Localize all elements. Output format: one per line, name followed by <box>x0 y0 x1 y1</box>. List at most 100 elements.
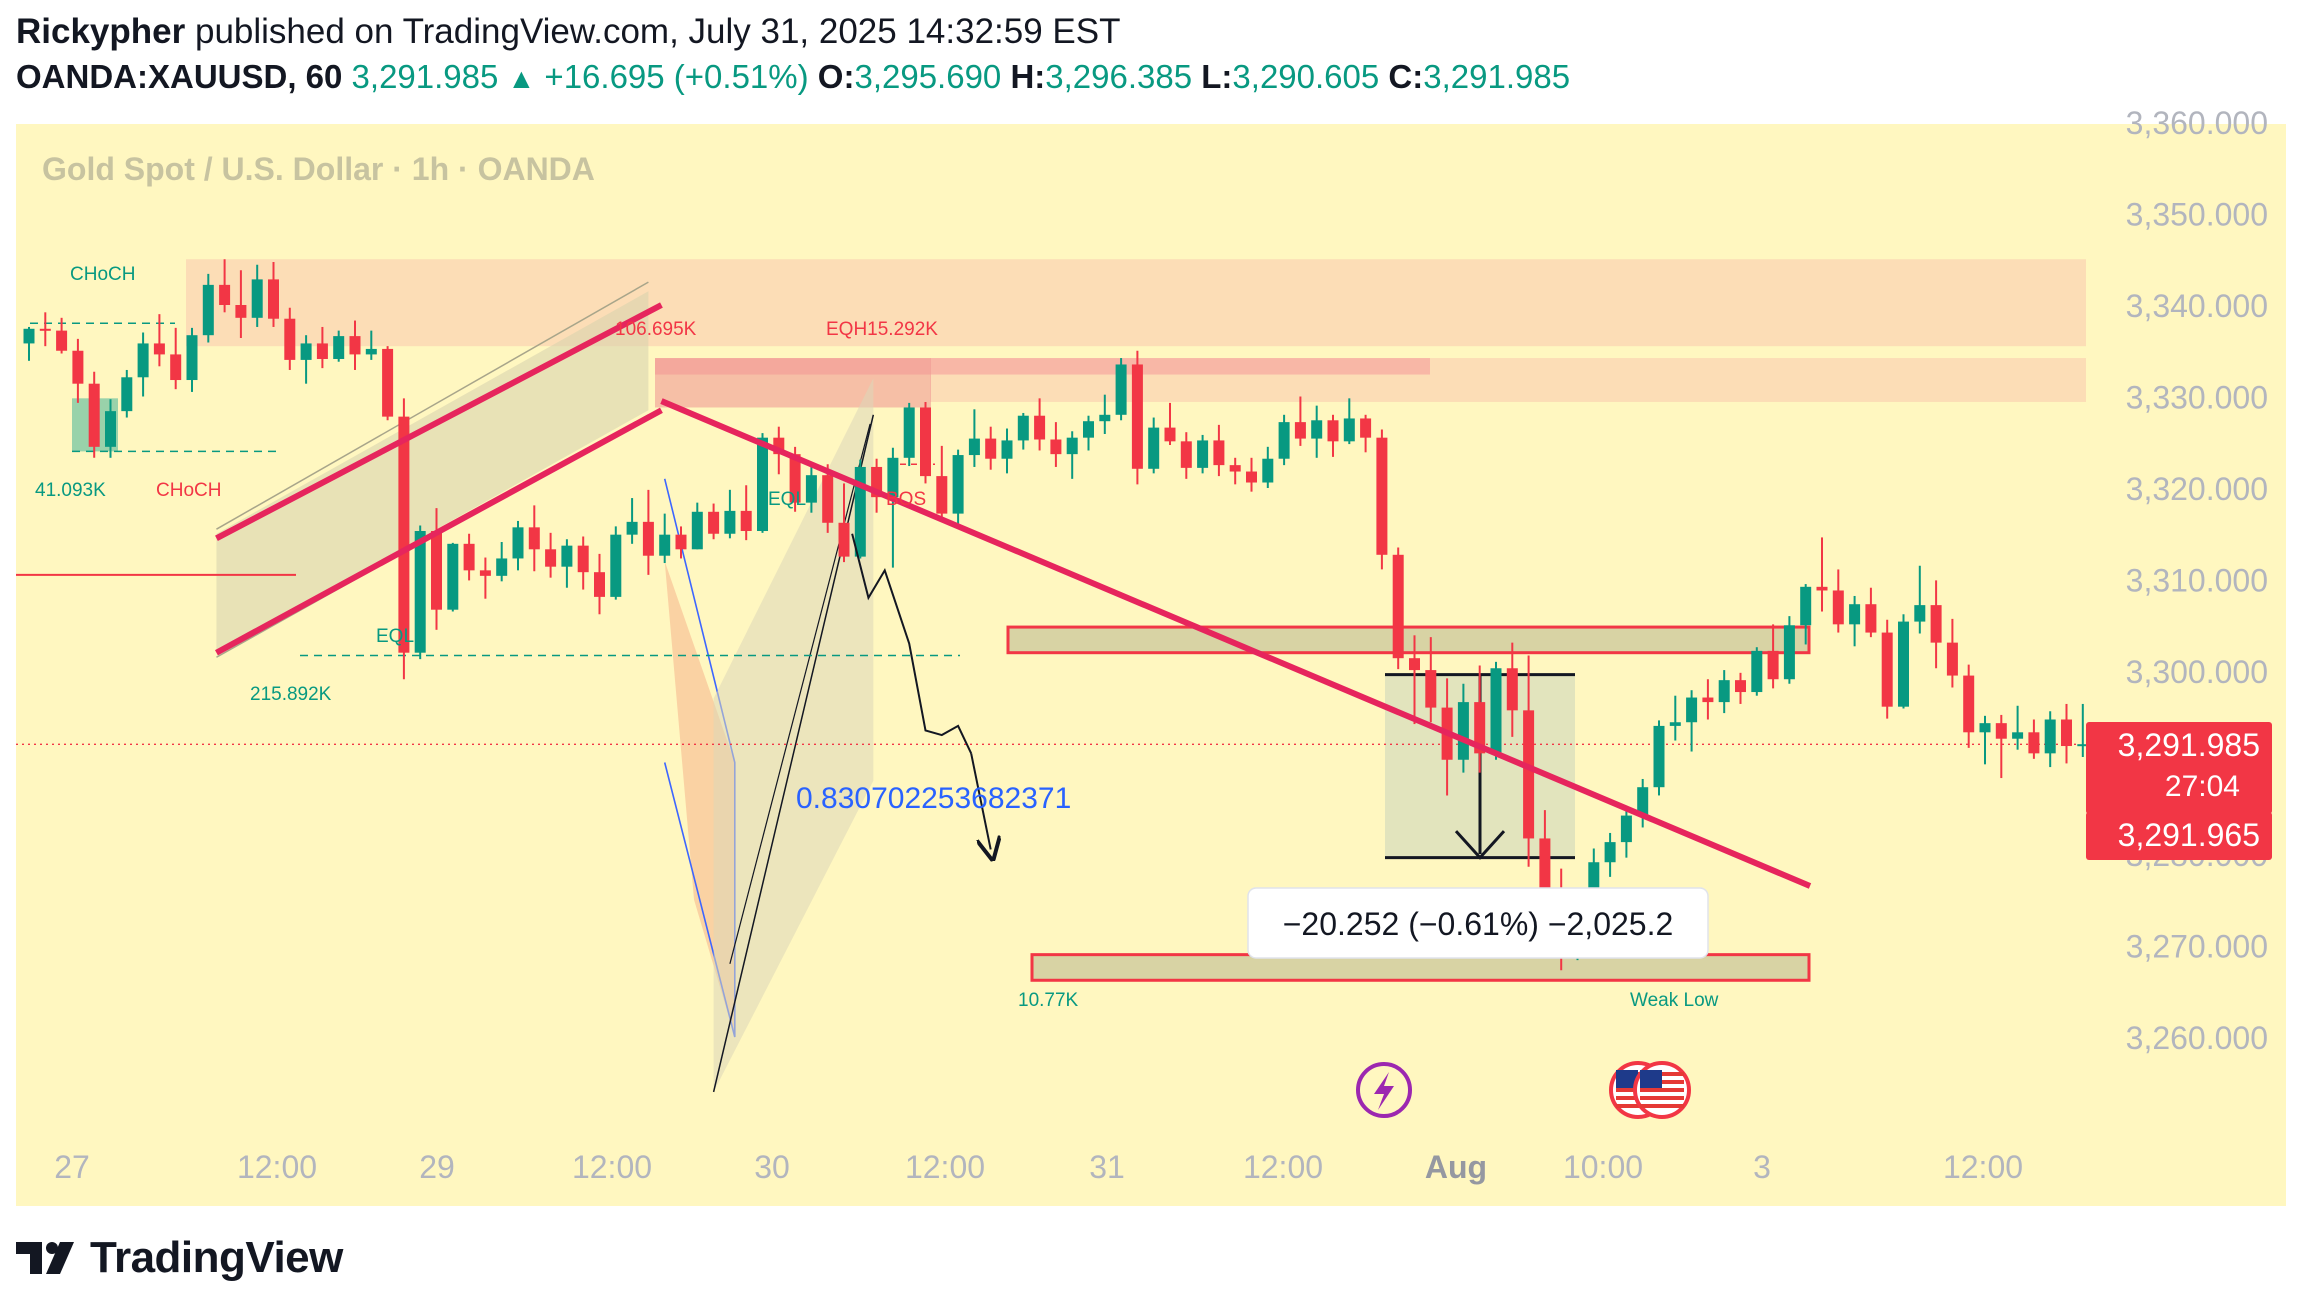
last-price-tag-value: 3,291.985 <box>2118 727 2260 763</box>
candle-body <box>382 348 394 417</box>
overlays-layer: CHoCH 41.093K CHoCH 106.695K EQH15.292K EQL BO… <box>35 264 1812 1011</box>
candle-body <box>1637 787 1649 816</box>
candle-body <box>105 411 116 447</box>
candle-body <box>153 343 165 355</box>
smc-label: EQH15.292K <box>826 319 938 340</box>
price-axis[interactable]: 3,260.0003,270.0003,280.0003,290.0003,30… <box>2126 105 2268 1056</box>
smc-label: CHoCH <box>156 480 221 501</box>
high-value: 3,296.385 <box>1045 58 1193 95</box>
price-tick-label: 3,310.000 <box>2126 563 2268 599</box>
price-tick-label: 3,340.000 <box>2126 288 2268 324</box>
candle-body <box>1294 422 1306 439</box>
candle-body <box>496 558 508 576</box>
candle-body <box>88 383 100 447</box>
flag-stripe <box>1640 1096 1684 1100</box>
flag-stripe <box>1640 1104 1684 1108</box>
candle-body <box>268 279 279 319</box>
candle-body <box>56 330 68 351</box>
time-tick-label: 12:00 <box>237 1149 317 1185</box>
candle-body <box>447 543 459 610</box>
channel-outer-top <box>216 281 649 530</box>
candle-body <box>1083 421 1094 438</box>
price-tick-label: 3,300.000 <box>2126 654 2268 690</box>
low-value: 3,290.605 <box>1232 58 1380 95</box>
candle-body <box>1735 680 1746 693</box>
candle-body <box>903 407 915 458</box>
channel-lower-trendline <box>215 407 663 656</box>
symbol-name[interactable]: OANDA:XAUUSD, 60 <box>16 58 343 95</box>
candle-body <box>349 336 361 355</box>
tradingview-logo-icon <box>16 1242 74 1274</box>
last-price-tag <box>2086 722 2272 814</box>
low-label: L: <box>1201 58 1233 95</box>
candle-body <box>1604 842 1616 863</box>
candle-body <box>936 476 948 514</box>
candle-body <box>789 454 801 503</box>
time-axis[interactable]: 27 12:00 29 12:00 30 12:00 31 12:00 Aug 10:00 3 12:… <box>54 1149 2023 1185</box>
time-tick-label: 10:00 <box>1563 1149 1643 1185</box>
price-tick-label: 3,350.000 <box>2126 197 2268 233</box>
candle-body <box>219 284 231 305</box>
candle-body <box>121 377 133 412</box>
projection-arrow-icon <box>970 753 991 849</box>
candle-body <box>1425 670 1437 708</box>
candle-body <box>137 343 149 378</box>
candle-body <box>1767 650 1779 680</box>
weak-low-zone-box <box>1030 953 1811 982</box>
last-price: 3,291.985 <box>351 58 499 95</box>
candle-body <box>887 457 899 498</box>
candle-body <box>1653 725 1665 788</box>
candle-body <box>1669 722 1681 726</box>
smc-label: CHoCH <box>70 264 135 285</box>
candle-body <box>186 335 198 381</box>
candle-body <box>1197 440 1209 468</box>
up-triangle-icon: ▲ <box>507 63 536 94</box>
candle-body <box>1686 697 1698 723</box>
candle-body <box>1832 590 1844 625</box>
close-value: 3,291.985 <box>1423 58 1571 95</box>
candle-body <box>1001 440 1013 459</box>
time-tick-label: 30 <box>754 1149 790 1185</box>
measure-tooltip-text: −20.252 (−0.61%) −2,025.2 <box>1283 906 1674 942</box>
candle-body <box>23 328 35 344</box>
candle-body <box>1881 632 1893 707</box>
candle-body <box>235 305 247 318</box>
candle-body <box>528 527 540 550</box>
candle-body <box>1360 418 1372 438</box>
smc-label: 215.892K <box>250 684 332 705</box>
candle-body <box>968 438 980 456</box>
time-tick-label: 29 <box>419 1149 455 1185</box>
candle-body <box>952 455 964 514</box>
time-tick-label: 31 <box>1089 1149 1125 1185</box>
time-tick-label: 12:00 <box>1243 1149 1323 1185</box>
candle-body <box>1702 697 1714 703</box>
candle-body <box>659 534 671 556</box>
smc-label: 106.695K <box>615 319 697 340</box>
candle-body <box>202 284 214 336</box>
footer-brand[interactable]: TradingView <box>16 1228 343 1288</box>
close-label: C: <box>1388 58 1424 95</box>
candle-body <box>691 511 703 550</box>
candle-body <box>1278 422 1290 459</box>
smc-label: 10.77K <box>1018 990 1079 1011</box>
fib-ratio-label: 0.830702253682371 <box>796 782 1071 815</box>
candles-layer <box>23 259 2089 971</box>
candle-body <box>838 522 850 557</box>
price-tick-label: 3,260.000 <box>2126 1020 2268 1056</box>
candle-body <box>561 545 573 567</box>
candle-body <box>577 545 589 573</box>
candle-body <box>1457 702 1469 760</box>
smc-label: EQL <box>376 626 414 647</box>
candle-body <box>1148 427 1160 469</box>
price-change: +16.695 (+0.51%) <box>544 58 809 95</box>
candle-body <box>675 534 687 550</box>
candle-body <box>2028 732 2040 754</box>
smc-label: EQL <box>768 489 806 510</box>
candle-body <box>854 466 866 557</box>
candle-body <box>1914 605 1926 622</box>
publisher-name[interactable]: Rickypher <box>16 12 186 51</box>
events-layer[interactable] <box>1356 1061 1691 1119</box>
candle-body <box>479 570 491 576</box>
candle-body <box>398 416 410 653</box>
